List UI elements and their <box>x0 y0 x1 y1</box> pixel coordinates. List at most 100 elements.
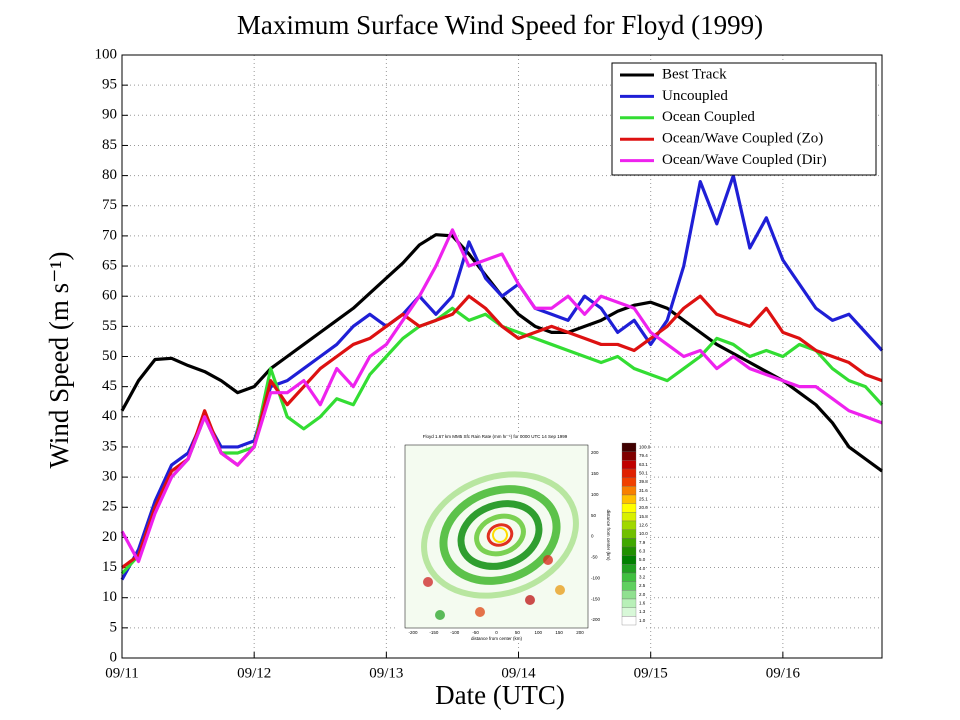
colorbar-swatch <box>621 607 637 617</box>
rain-cell <box>475 607 485 617</box>
x-tick-label: 09/12 <box>237 665 271 681</box>
y-tick-label: 5 <box>110 619 118 635</box>
x-tick-label: 09/11 <box>105 665 139 681</box>
colorbar-label: 12.6 <box>639 523 648 528</box>
legend-label: Ocean Coupled <box>662 109 755 125</box>
y-tick-label: 80 <box>102 167 117 183</box>
y-tick-label: 90 <box>102 107 117 123</box>
colorbar-label: 1.6 <box>639 601 646 606</box>
y-tick-label: 70 <box>102 227 117 243</box>
colorbar-label: 3.2 <box>639 575 646 580</box>
colorbar-label: 79.4 <box>639 453 648 458</box>
colorbar-swatch <box>621 564 637 574</box>
rain-cell <box>555 585 565 595</box>
inset-x-label: distance from center (km) <box>471 636 523 641</box>
inset: Floyd 1.67 km MM5 Sfc Rain Rate (mm hr⁻¹… <box>395 432 651 641</box>
legend-label: Uncoupled <box>662 88 728 104</box>
y-tick-label: 20 <box>102 529 117 545</box>
rain-cell <box>435 610 445 620</box>
y-tick-label: 15 <box>102 559 117 575</box>
legend-label: Best Track <box>662 66 727 82</box>
colorbar-swatch <box>621 503 637 513</box>
inset-y-tick: 0 <box>591 534 594 539</box>
plot-frame <box>121 54 883 659</box>
colorbar-swatch <box>621 477 637 487</box>
y-tick-label: 0 <box>110 649 118 665</box>
rain-band <box>457 500 543 570</box>
inset-y-tick: 200 <box>591 450 599 455</box>
inset-x-tick: 50 <box>515 630 521 635</box>
colorbar-label: 100.0 <box>639 445 651 450</box>
colorbar-label: 25.1 <box>639 497 648 502</box>
colorbar-swatch <box>621 555 637 565</box>
inset-map <box>404 444 589 629</box>
colorbar-label: 31.6 <box>639 488 648 493</box>
x-tick-label: 09/13 <box>369 665 403 681</box>
inset-x-tick: -100 <box>450 630 460 635</box>
series-line <box>120 228 883 564</box>
y-axis-label: Wind Speed (m s⁻¹) <box>44 252 74 469</box>
inset-x-tick: 200 <box>576 630 584 635</box>
series-line <box>120 174 884 581</box>
colorbar-label: 2.0 <box>639 592 646 597</box>
colorbar-swatch <box>621 520 637 530</box>
x-tick-label: 09/16 <box>766 665 801 681</box>
inset-x-tick: -50 <box>472 630 479 635</box>
inset-x-tick: 100 <box>534 630 542 635</box>
legend-box <box>611 62 877 176</box>
colorbar-label: 10.0 <box>639 531 648 536</box>
colorbar-swatch <box>621 598 637 608</box>
y-tick-label: 50 <box>102 348 117 364</box>
rain-band <box>439 485 561 585</box>
inset-title: Floyd 1.67 km MM5 Sfc Rain Rate (mm hr⁻¹… <box>423 434 568 439</box>
y-tick-label: 55 <box>102 318 117 334</box>
inset-y-tick: -200 <box>591 617 601 622</box>
colorbar-swatch <box>621 486 637 496</box>
legend-label: Ocean/Wave Coupled (Dir) <box>662 152 827 168</box>
rain-cell <box>543 555 553 565</box>
y-tick-label: 30 <box>102 469 117 485</box>
rain-band <box>492 527 508 543</box>
inset-x-tick: 150 <box>555 630 563 635</box>
colorbar-label: 20.0 <box>639 505 648 510</box>
x-tick-label: 09/15 <box>634 665 668 681</box>
colorbar-label: 6.3 <box>639 549 646 554</box>
colorbar-swatch <box>621 468 637 478</box>
inset-y-tick: -100 <box>591 575 601 580</box>
y-tick-label: 100 <box>95 46 118 62</box>
inset-y-tick: 150 <box>591 471 599 476</box>
rain-band <box>486 523 514 547</box>
colorbar-swatch <box>621 442 637 452</box>
rain-cell <box>423 577 433 587</box>
x-tick-label: 09/14 <box>501 665 536 681</box>
colorbar-swatch <box>621 451 637 461</box>
colorbar-label: 7.9 <box>639 540 646 545</box>
colorbar-label: 39.8 <box>639 479 648 484</box>
inset-y-label: distance from center (km) <box>606 509 611 561</box>
y-tick-label: 40 <box>102 408 117 424</box>
x-axis-label: Date (UTC) <box>435 680 565 710</box>
y-tick-label: 45 <box>102 378 117 394</box>
legend-label: Ocean/Wave Coupled (Zo) <box>662 131 823 147</box>
colorbar-swatch <box>621 494 637 504</box>
colorbar-label: 15.8 <box>639 514 648 519</box>
colorbar-label: 4.0 <box>639 566 646 571</box>
chart-title: Maximum Surface Wind Speed for Floyd (19… <box>237 10 763 40</box>
y-tick-label: 85 <box>102 137 117 153</box>
colorbar-swatch <box>621 529 637 539</box>
inset-y-tick: -150 <box>591 596 601 601</box>
colorbar-swatch <box>621 538 637 548</box>
colorbar-label: 1.0 <box>639 618 646 623</box>
inset-y-tick: 50 <box>591 513 597 518</box>
inset-y-tick: 100 <box>591 492 599 497</box>
colorbar-label: 50.1 <box>639 471 648 476</box>
y-tick-label: 95 <box>102 77 117 93</box>
y-tick-label: 35 <box>102 438 117 454</box>
colorbar-swatch <box>621 572 637 582</box>
colorbar-swatch <box>621 581 637 591</box>
inset-y-tick: -50 <box>591 555 598 560</box>
colorbar-label: 1.3 <box>639 609 646 614</box>
rain-band <box>421 471 579 599</box>
y-tick-label: 25 <box>102 499 117 515</box>
